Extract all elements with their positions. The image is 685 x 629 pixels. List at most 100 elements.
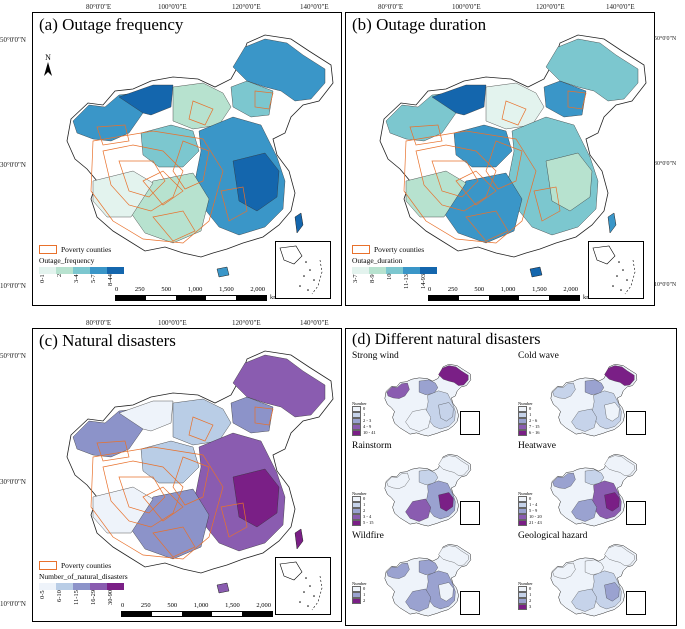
- map-outage-frequency: [66, 34, 334, 278]
- sub-legend-row: 0: [518, 586, 533, 592]
- lat-label: 10°0'0"N: [0, 282, 26, 290]
- sub-legend-row: 1: [518, 592, 533, 598]
- sub-legend-row: 5 - 9: [518, 508, 542, 514]
- sub-legend-swatch: [518, 508, 527, 514]
- panel-title: (d) Different natural disasters: [352, 331, 541, 348]
- legend-ramp: [352, 267, 437, 274]
- legend-swatch: [73, 267, 90, 274]
- sub-legend-label: 1: [363, 502, 366, 508]
- panel-title: (c) Natural disasters: [39, 331, 176, 350]
- scale-tick-label: 1,000: [187, 286, 203, 293]
- sub-map-inset: [626, 501, 646, 525]
- sub-legend-swatch: [352, 406, 361, 412]
- sub-legend-label: 3 - 4: [363, 514, 372, 520]
- north-arrow: N: [43, 53, 53, 78]
- scale-tick-label: 1,500: [532, 286, 547, 293]
- sub-legend-row: 2: [518, 598, 533, 604]
- lon-label: 140°0'0"E: [300, 3, 329, 11]
- map-outage-duration: [379, 34, 647, 278]
- sub-legend-swatch: [518, 502, 527, 508]
- lat-label: 30°0'0"N: [0, 478, 26, 486]
- legend-swatch: [386, 267, 403, 274]
- scale-bar-graphic: [115, 294, 267, 301]
- sub-legend-label: 0: [363, 586, 366, 592]
- sub-legend-row: 0: [518, 406, 540, 412]
- legend-swatch: [90, 583, 107, 590]
- legend-swatch: [403, 267, 420, 274]
- sub-legend-swatch: [352, 508, 361, 514]
- sub-legend-label: 4 - 9: [363, 424, 372, 430]
- sub-legend-row: 0: [518, 496, 542, 502]
- legend-class-label: 0-1: [39, 274, 46, 283]
- sub-legend-row: 2 - 6: [518, 418, 540, 424]
- scale-tick-label: 500: [474, 286, 485, 293]
- sub-legend-swatch: [518, 418, 527, 424]
- sub-map-inset: [626, 411, 646, 435]
- poverty-label: Poverty counties: [61, 561, 112, 570]
- scale-bar-graphic: [428, 294, 580, 301]
- sub-legend-row: 7 - 15: [518, 424, 540, 430]
- sub-legend-label: 1: [529, 412, 532, 418]
- poverty-swatch: [39, 245, 57, 254]
- sub-legend-label: 2: [363, 598, 366, 604]
- sub-legend-row: 2: [352, 508, 374, 514]
- sub-legend-row: 1: [352, 592, 367, 598]
- legend-poverty-row: Poverty counties: [39, 245, 124, 254]
- scale-tick-label: 1,000: [193, 602, 209, 609]
- sub-map-inset: [460, 501, 480, 525]
- sub-legend-label: 5 - 15: [363, 520, 374, 526]
- sub-map-title: Rainstorm: [352, 441, 392, 451]
- panel-different-disasters: (d) Different natural disasters Strong w…: [345, 328, 677, 626]
- sub-legend-label: 10 - 20: [529, 514, 542, 520]
- sub-legend-row: 0: [352, 496, 374, 502]
- sub-map-title: Wildfire: [352, 531, 384, 541]
- sub-legend-swatch: [518, 592, 527, 598]
- legend-swatch: [39, 267, 56, 274]
- sub-legend-title: Number: [352, 401, 367, 406]
- sub-legend-swatch: [518, 412, 527, 418]
- lon-label: 100°0'0"E: [158, 319, 187, 327]
- panel-title: (a) Outage frequency: [39, 15, 184, 34]
- scale-tick-label: 0: [121, 602, 125, 609]
- legend-class-label: 2: [56, 274, 63, 278]
- sub-legend-swatch: [352, 502, 361, 508]
- legend-swatch: [90, 267, 107, 274]
- legend-class-label: 16-29: [90, 590, 97, 606]
- lon-label: 80°0'0"E: [86, 319, 112, 327]
- poverty-swatch: [39, 561, 57, 570]
- sub-map-inset: [460, 591, 480, 615]
- scale-tick-label: 2,000: [256, 602, 271, 609]
- legend-title: Outage_duration: [352, 256, 403, 265]
- lon-label: 80°0'0"E: [378, 3, 404, 11]
- sub-legend-swatch: [352, 592, 361, 598]
- sub-legend-label: 1 - 4: [529, 502, 538, 508]
- sub-map-graphic: [550, 454, 638, 527]
- scale-labels: 0 250 500 1,000 1,500 2,000: [121, 602, 271, 609]
- sub-map-graphic: [550, 364, 638, 437]
- legend-class-label: 6-10: [56, 590, 63, 602]
- sub-legend-label: 1: [529, 592, 532, 598]
- scale-tick-label: 1,000: [500, 286, 516, 293]
- sub-legend-row: 0: [352, 406, 376, 412]
- legend-title: Outage_frequency: [39, 256, 95, 265]
- sub-map-title: Heatwave: [518, 441, 556, 451]
- legend-class-labels: 0-1 2 3-4 5-7 8-44: [39, 274, 124, 300]
- sub-legend-row: 1: [352, 412, 376, 418]
- panel-outage-duration: (b) Outage duration Poverty counties Out…: [345, 12, 655, 306]
- lon-label: 100°0'0"E: [452, 3, 481, 11]
- legend-ramp: [39, 583, 128, 590]
- sub-legend-label: 0: [363, 496, 366, 502]
- sub-legend-swatch: [518, 424, 527, 430]
- sub-map-inset: [460, 411, 480, 435]
- scale-tick-label: 2,000: [563, 286, 578, 293]
- sub-map-title: Cold wave: [518, 351, 559, 361]
- legend-class-label: 10: [386, 274, 393, 281]
- sub-legend-row: 4 - 9: [352, 424, 376, 430]
- sub-legend-swatch: [518, 598, 527, 604]
- scale-tick-label: 0: [428, 286, 432, 293]
- lat-label: 50°0'0"N: [654, 36, 677, 42]
- sub-legend-title: Number: [518, 581, 533, 586]
- sub-legend-title: Number: [518, 401, 533, 406]
- sub-map-title: Strong wind: [352, 351, 399, 361]
- sub-legend-label: 2 - 3: [363, 418, 372, 424]
